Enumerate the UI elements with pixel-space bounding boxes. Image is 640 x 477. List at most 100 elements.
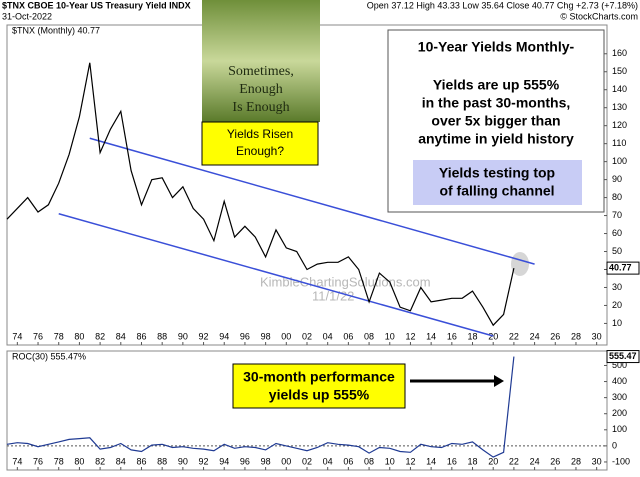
y-tick-label: -100 — [612, 456, 630, 466]
x-tick-label: 96 — [240, 456, 250, 466]
value-label: 555.47 — [609, 351, 637, 361]
x-tick-label: 80 — [74, 456, 84, 466]
value-label-box — [606, 261, 640, 275]
cover-caption-box — [201, 121, 319, 166]
callout-arrowhead — [494, 375, 504, 387]
x-tick-label: 92 — [199, 331, 209, 341]
y-tick-label: 10 — [612, 318, 622, 328]
callout-line: yields up 555% — [269, 387, 370, 403]
x-tick-label: 78 — [54, 331, 64, 341]
cover-caption: Enough? — [236, 144, 284, 158]
x-tick-label: 74 — [12, 331, 22, 341]
quote: Open 37.12 High 43.33 Low 35.64 Close 40… — [367, 0, 638, 10]
channel-line — [58, 213, 494, 337]
x-tick-label: 18 — [468, 331, 478, 341]
y-tick-label: 110 — [612, 138, 626, 148]
legend-entry: $TNX (Monthly) 40.77 — [12, 25, 100, 35]
series-line — [6, 62, 515, 327]
x-tick-label: 06 — [343, 456, 353, 466]
x-tick-label: 98 — [261, 331, 271, 341]
value-label-box — [606, 350, 640, 364]
x-tick-label: 94 — [219, 331, 229, 341]
value-label: 40.77 — [609, 262, 632, 272]
highlight-box — [413, 160, 582, 205]
y-tick-label: 160 — [612, 48, 627, 58]
x-tick-label: 16 — [447, 456, 457, 466]
x-tick-label: 02 — [302, 456, 312, 466]
x-tick-label: 28 — [571, 456, 581, 466]
x-tick-label: 82 — [95, 456, 105, 466]
x-tick-label: 14 — [426, 456, 436, 466]
x-tick-label: 88 — [157, 331, 167, 341]
y-tick-label: 50 — [612, 246, 622, 256]
x-tick-label: 76 — [33, 456, 43, 466]
y-tick-label: 60 — [612, 228, 622, 238]
highlight-circle — [511, 252, 529, 276]
chart-date: 31-Oct-2022 — [2, 11, 52, 21]
x-tick-label: 30 — [592, 456, 602, 466]
y-tick-label: 130 — [612, 102, 627, 112]
x-tick-label: 78 — [54, 456, 64, 466]
x-tick-label: 94 — [219, 456, 229, 466]
chart-title: $TNX CBOE 10-Year US Treasury Yield INDX — [2, 0, 191, 10]
x-tick-label: 98 — [261, 456, 271, 466]
cover-text: Sometimes, — [228, 64, 294, 79]
x-tick-label: 96 — [240, 331, 250, 341]
y-tick-label: 80 — [612, 192, 622, 202]
x-tick-label: 20 — [488, 331, 498, 341]
x-tick-label: 86 — [136, 456, 146, 466]
x-tick-label: 24 — [530, 331, 540, 341]
x-tick-label: 74 — [12, 456, 22, 466]
x-tick-label: 84 — [116, 331, 126, 341]
x-tick-label: 86 — [136, 331, 146, 341]
x-tick-label: 26 — [550, 331, 560, 341]
y-tick-label: 300 — [612, 392, 627, 402]
y-tick-label: 400 — [612, 376, 627, 386]
x-tick-label: 12 — [405, 331, 415, 341]
highlight-line: of falling channel — [439, 183, 554, 199]
x-tick-label: 04 — [323, 456, 333, 466]
y-tick-label: 150 — [612, 66, 627, 76]
x-tick-label: 08 — [364, 456, 374, 466]
credit: © StockCharts.com — [560, 11, 638, 21]
cover-caption: Yields Risen — [227, 127, 293, 141]
watermark-date: 11/1/22 — [312, 288, 354, 303]
box-title: 10-Year Yields Monthly- — [418, 39, 575, 55]
cover-image — [202, 0, 320, 122]
x-tick-label: 06 — [343, 331, 353, 341]
y-tick-label: 100 — [612, 156, 627, 166]
y-tick-label: 200 — [612, 408, 627, 418]
highlight-line: Yields testing top — [439, 165, 555, 181]
x-tick-label: 00 — [281, 331, 291, 341]
y-tick-label: 100 — [612, 424, 627, 434]
channel-line — [89, 137, 535, 265]
x-tick-label: 84 — [116, 456, 126, 466]
x-tick-label: 00 — [281, 456, 291, 466]
y-tick-label: 140 — [612, 84, 627, 94]
y-tick-label: 0 — [612, 440, 617, 450]
series-line — [6, 356, 515, 458]
x-tick-label: 28 — [571, 331, 581, 341]
x-tick-label: 80 — [74, 331, 84, 341]
x-tick-label: 92 — [199, 456, 209, 466]
x-tick-label: 90 — [178, 456, 188, 466]
x-tick-label: 16 — [447, 331, 457, 341]
x-tick-label: 76 — [33, 331, 43, 341]
x-tick-label: 22 — [509, 331, 519, 341]
x-tick-label: 14 — [426, 331, 436, 341]
x-tick-label: 30 — [592, 331, 602, 341]
x-tick-label: 82 — [95, 331, 105, 341]
callout-line: 30-month performance — [243, 369, 395, 385]
y-tick-label: 70 — [612, 210, 622, 220]
x-tick-label: 02 — [302, 331, 312, 341]
x-tick-label: 10 — [385, 456, 395, 466]
callout-box — [232, 363, 406, 409]
box-line: over 5x bigger than — [431, 113, 560, 129]
x-tick-label: 22 — [509, 456, 519, 466]
y-tick-label: 90 — [612, 174, 622, 184]
x-tick-label: 10 — [385, 331, 395, 341]
x-tick-label: 24 — [530, 456, 540, 466]
box-line: anytime in yield history — [418, 131, 574, 147]
x-tick-label: 04 — [323, 331, 333, 341]
